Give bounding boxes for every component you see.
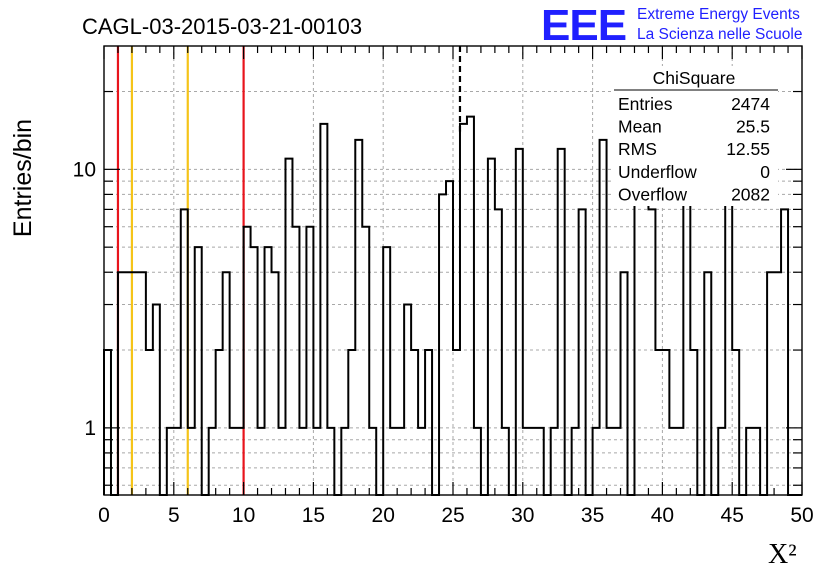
logo-line-2: La Scienza nelle Scuole [637, 26, 802, 43]
x-tick-label: 50 [790, 504, 813, 527]
x-tick-label: 10 [232, 504, 255, 527]
x-tick-label: 5 [168, 504, 180, 527]
x-tick-label: 35 [581, 504, 604, 527]
y-tick-labels: 1 10 [73, 158, 96, 440]
x-axis-label: X² [768, 539, 797, 570]
logo-line-1: Extreme Energy Events [637, 6, 800, 23]
x-tick-label: 15 [302, 504, 325, 527]
axis-ticks [103, 46, 803, 495]
stats-label-underflow: Underflow [618, 162, 697, 182]
stats-value-entries: 2474 [731, 94, 770, 114]
stats-label-overflow: Overflow [618, 184, 687, 204]
x-tick-label: 30 [511, 504, 534, 527]
stats-value-rms: 12.55 [726, 139, 770, 159]
x-tick-label: 40 [651, 504, 674, 527]
stats-value-overflow: 2082 [731, 184, 770, 204]
stats-box-background [614, 66, 778, 206]
x-tick-label: 25 [441, 504, 464, 527]
eee-logo: EEE Extreme Energy Events La Scienza nel… [541, 1, 802, 50]
y-tick-label: 10 [73, 158, 96, 181]
x-tick-label: 20 [372, 504, 395, 527]
logo-mark: EEE [541, 1, 626, 50]
x-tick-label: 0 [98, 504, 110, 527]
stats-value-underflow: 0 [760, 162, 770, 182]
x-tick-label: 45 [721, 504, 744, 527]
stats-box-title: ChiSquare [653, 68, 736, 88]
x-tick-labels: 0 5 10 15 20 25 30 35 40 45 50 [98, 504, 814, 527]
stats-rows: Entries 2474 Mean 25.5 RMS 12.55 Underflow 0 Ove… [618, 94, 770, 204]
stats-label-rms: RMS [618, 139, 657, 159]
stats-value-mean: 25.5 [736, 117, 770, 137]
stats-label-mean: Mean [618, 117, 662, 137]
y-tick-label: 1 [84, 417, 96, 440]
y-axis-label: Entries/bin [9, 119, 37, 237]
histogram-step-line [103, 115, 802, 496]
stats-label-entries: Entries [618, 94, 673, 114]
stats-box: ChiSquare Entries 2474 Mean 25.5 RMS 12.55 Und… [614, 66, 778, 206]
chart-title: CAGL-03-2015-03-21-00103 [82, 14, 362, 39]
